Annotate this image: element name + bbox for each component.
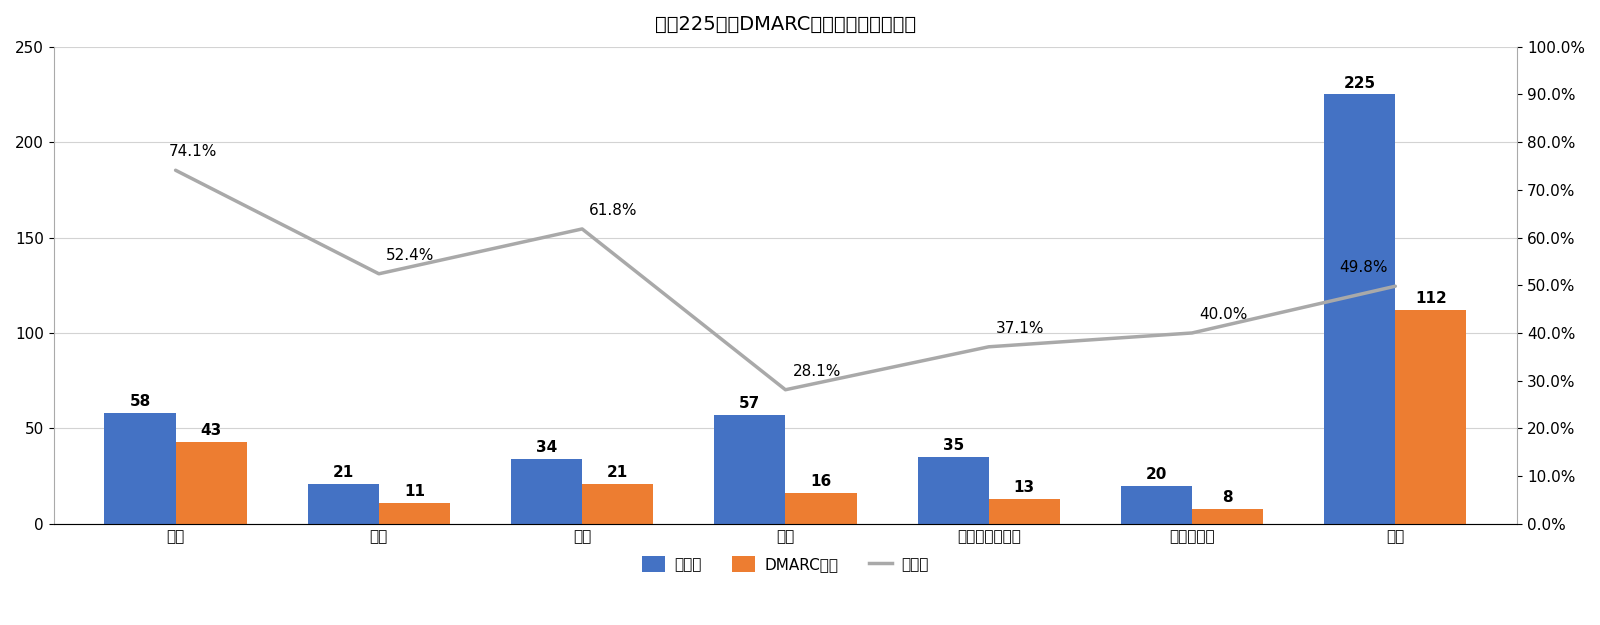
Bar xyxy=(379,503,450,524)
Bar xyxy=(1325,94,1395,524)
Bar xyxy=(1395,310,1467,524)
Text: 74.1%: 74.1% xyxy=(168,144,218,159)
Bar xyxy=(1192,509,1262,524)
Line: 導入率: 導入率 xyxy=(176,170,1395,390)
導入率 xyxy=(776,386,795,394)
Text: 20: 20 xyxy=(1146,467,1166,482)
Text: 37.1%: 37.1% xyxy=(995,321,1045,336)
Title: 日経225企業DMARC導入状況（業界別）: 日経225企業DMARC導入状況（業界別） xyxy=(654,15,915,34)
Text: 49.8%: 49.8% xyxy=(1339,260,1389,275)
導入率 xyxy=(573,225,592,232)
Text: 16: 16 xyxy=(810,474,832,489)
Bar xyxy=(176,442,246,524)
Bar xyxy=(104,413,176,524)
Text: 58: 58 xyxy=(130,394,150,409)
Text: 21: 21 xyxy=(333,465,354,480)
Text: 112: 112 xyxy=(1414,291,1446,306)
Text: 28.1%: 28.1% xyxy=(792,364,840,379)
Bar xyxy=(307,484,379,524)
Text: 13: 13 xyxy=(1014,480,1035,495)
Text: 21: 21 xyxy=(606,465,629,480)
Text: 34: 34 xyxy=(536,440,557,455)
Text: 43: 43 xyxy=(200,423,222,438)
導入率 xyxy=(1182,329,1202,337)
Text: 35: 35 xyxy=(942,438,963,453)
Bar xyxy=(714,415,786,524)
Text: 225: 225 xyxy=(1344,76,1376,91)
Bar xyxy=(786,493,856,524)
導入率 xyxy=(979,343,998,351)
導入率 xyxy=(1386,282,1405,290)
Bar xyxy=(510,459,582,524)
Legend: 企業数, DMARC導入, 導入率: 企業数, DMARC導入, 導入率 xyxy=(637,550,934,578)
Text: 61.8%: 61.8% xyxy=(589,203,637,218)
Text: 57: 57 xyxy=(739,396,760,411)
Text: 8: 8 xyxy=(1222,490,1234,505)
Bar xyxy=(989,499,1059,524)
Text: 52.4%: 52.4% xyxy=(386,248,434,262)
Text: 11: 11 xyxy=(403,484,426,499)
導入率 xyxy=(166,166,186,174)
Text: 40.0%: 40.0% xyxy=(1198,307,1248,322)
Bar xyxy=(917,457,989,524)
導入率 xyxy=(370,270,389,278)
Bar xyxy=(1122,486,1192,524)
Bar xyxy=(582,484,653,524)
